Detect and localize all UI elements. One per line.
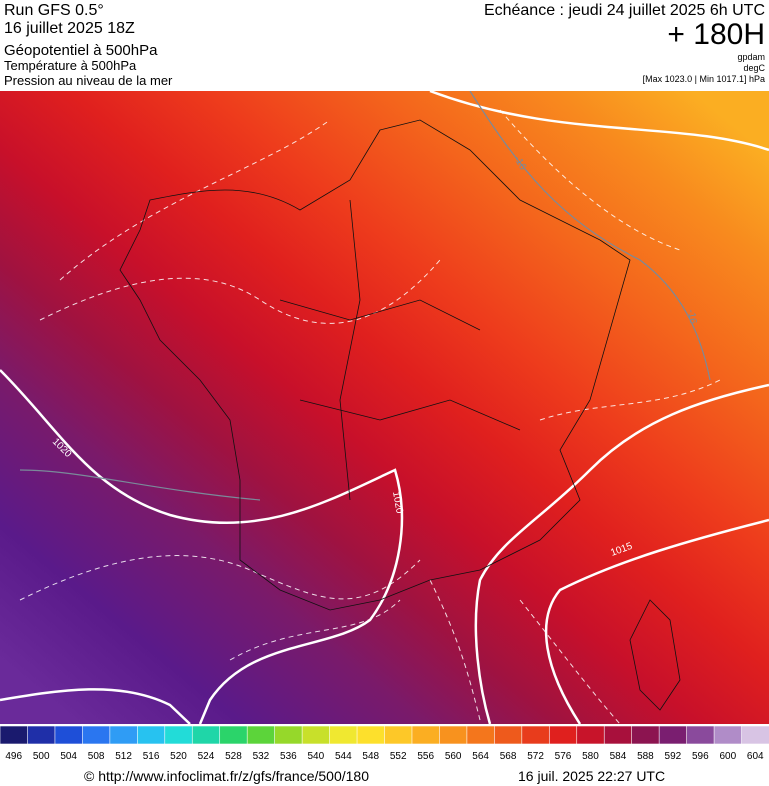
colorbar-label: 544 bbox=[335, 751, 352, 762]
colorbar-label: 548 bbox=[362, 751, 379, 762]
header: Run GFS 0.5° 16 juillet 2025 18Z Géopote… bbox=[4, 2, 766, 88]
colorbar-label: 556 bbox=[417, 751, 434, 762]
colorbar-swatch bbox=[246, 725, 276, 745]
colorbar-swatch bbox=[521, 725, 551, 745]
colorbar-swatch bbox=[494, 725, 523, 745]
colorbar-swatch bbox=[0, 725, 29, 745]
colorbar-label: 520 bbox=[170, 751, 187, 762]
temperature-field bbox=[0, 91, 769, 724]
colorbar-swatch bbox=[658, 725, 688, 745]
unit: degC bbox=[743, 63, 765, 73]
colorbar-label: 580 bbox=[582, 751, 599, 762]
colorbar-label: 524 bbox=[198, 751, 215, 762]
colorbar-label: 500 bbox=[33, 751, 50, 762]
field: Pression au niveau de la mer bbox=[4, 73, 173, 88]
colorbar-label: 592 bbox=[665, 751, 682, 762]
colorbar-swatch bbox=[576, 725, 606, 745]
colorbar-swatch bbox=[329, 725, 358, 745]
colorbar-swatch bbox=[741, 725, 769, 745]
colorbar-swatch bbox=[109, 725, 139, 745]
colorbar-swatch bbox=[603, 725, 633, 745]
colorbar-swatch bbox=[713, 725, 743, 745]
lead: + 180H bbox=[667, 18, 765, 51]
borders bbox=[119, 119, 681, 711]
colorbar: 496 500 504 508 512 516 520 524 528 532 536 540 544 5… bbox=[0, 725, 769, 762]
date: 16 juillet 2025 18Z bbox=[4, 20, 135, 37]
colorbar-swatch bbox=[384, 725, 413, 745]
colorbar-swatch bbox=[548, 725, 578, 745]
colorbar-swatch bbox=[137, 725, 166, 745]
colorbar-swatch bbox=[54, 725, 84, 745]
colorbar-label: 576 bbox=[555, 751, 572, 762]
colorbar-swatch bbox=[274, 725, 303, 745]
unit: gpdam bbox=[737, 52, 765, 62]
colorbar-label: 560 bbox=[445, 751, 462, 762]
colorbar-label: 528 bbox=[225, 751, 242, 762]
colorbar-label: 512 bbox=[115, 751, 132, 762]
colorbar-label: 568 bbox=[500, 751, 517, 762]
colorbar-label: 604 bbox=[747, 751, 764, 762]
colorbar-label: 584 bbox=[610, 751, 627, 762]
colorbar-swatch bbox=[411, 725, 441, 745]
echeance: Echéance : jeudi 24 juillet 2025 6h UTC bbox=[484, 2, 765, 19]
contour-label: 1020 bbox=[390, 491, 405, 515]
colorbar-label: 588 bbox=[637, 751, 654, 762]
colorbar-swatch bbox=[439, 725, 468, 745]
run: Run GFS 0.5° bbox=[4, 2, 104, 19]
map: 1020 1020 1015 -16 -16 bbox=[0, 91, 769, 724]
colorbar-label: 564 bbox=[472, 751, 489, 762]
colorbar-swatch bbox=[686, 725, 715, 745]
url: © http://www.infoclimat.fr/z/gfs/france/… bbox=[84, 768, 369, 784]
colorbar-swatch bbox=[164, 725, 194, 745]
field: Géopotentiel à 500hPa bbox=[4, 42, 158, 59]
colorbar-swatch bbox=[191, 725, 221, 745]
colorbar-label: 504 bbox=[60, 751, 77, 762]
range: [Max 1023.0 | Min 1017.1] hPa bbox=[643, 74, 765, 84]
colorbar-label: 596 bbox=[692, 751, 709, 762]
colorbar-label: 516 bbox=[143, 751, 160, 762]
colorbar-swatch bbox=[82, 725, 111, 745]
isotherm-16 bbox=[19, 91, 711, 501]
colorbar-label: 496 bbox=[5, 751, 22, 762]
colorbar-swatch bbox=[301, 725, 331, 745]
colorbar-label: 536 bbox=[280, 751, 297, 762]
colorbar-swatch bbox=[631, 725, 660, 745]
colorbar-label: 540 bbox=[307, 751, 324, 762]
footer: © http://www.infoclimat.fr/z/gfs/france/… bbox=[84, 768, 665, 784]
isotherms bbox=[19, 109, 721, 724]
colorbar-label: 552 bbox=[390, 751, 407, 762]
contour-label: -16 bbox=[685, 309, 698, 326]
timestamp: 16 juil. 2025 22:27 UTC bbox=[518, 768, 665, 784]
colorbar-swatch bbox=[219, 725, 248, 745]
colorbar-swatch bbox=[27, 725, 56, 745]
colorbar-label: 532 bbox=[253, 751, 270, 762]
colorbar-label: 572 bbox=[527, 751, 544, 762]
colorbar-label: 600 bbox=[719, 751, 736, 762]
colorbar-swatch bbox=[466, 725, 496, 745]
colorbar-label: 508 bbox=[88, 751, 105, 762]
field: Température à 500hPa bbox=[4, 58, 137, 73]
colorbar-swatch bbox=[356, 725, 386, 745]
